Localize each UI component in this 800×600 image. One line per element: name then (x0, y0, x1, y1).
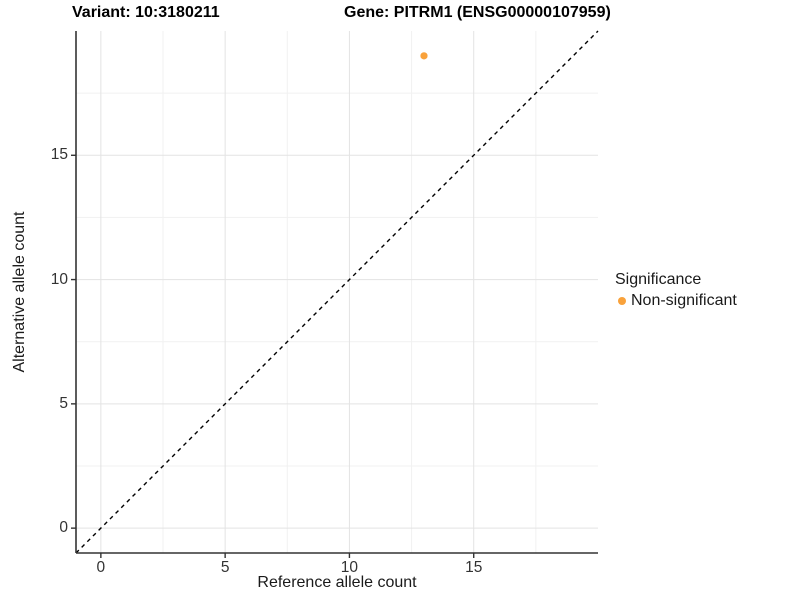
x-tick-label: 10 (340, 559, 359, 576)
variant-title: Variant: 10:3180211 (72, 4, 220, 21)
gene-title: Gene: PITRM1 (ENSG00000107959) (344, 4, 611, 21)
y-tick-label: 15 (50, 146, 68, 164)
legend-item-label: Non-significant (631, 292, 737, 309)
y-tick-label: 10 (50, 270, 68, 288)
legend-item-non-significant: Non-significant (615, 292, 737, 310)
identity-line (75, 30, 599, 554)
data-point (420, 52, 428, 60)
x-tick-label: 5 (220, 559, 230, 576)
legend-title: Significance (615, 271, 702, 288)
legend-point-swatch-icon (618, 297, 626, 305)
y-tick-label: 0 (59, 519, 68, 537)
y-tick-label: 5 (59, 394, 68, 412)
y-axis-label: Alternative allele count (11, 211, 28, 373)
x-tick-label: 15 (465, 559, 483, 576)
x-tick-label: 0 (96, 559, 106, 576)
x-axis-label: Reference allele count (257, 574, 417, 591)
legend: Significance Non-significant (615, 271, 737, 310)
